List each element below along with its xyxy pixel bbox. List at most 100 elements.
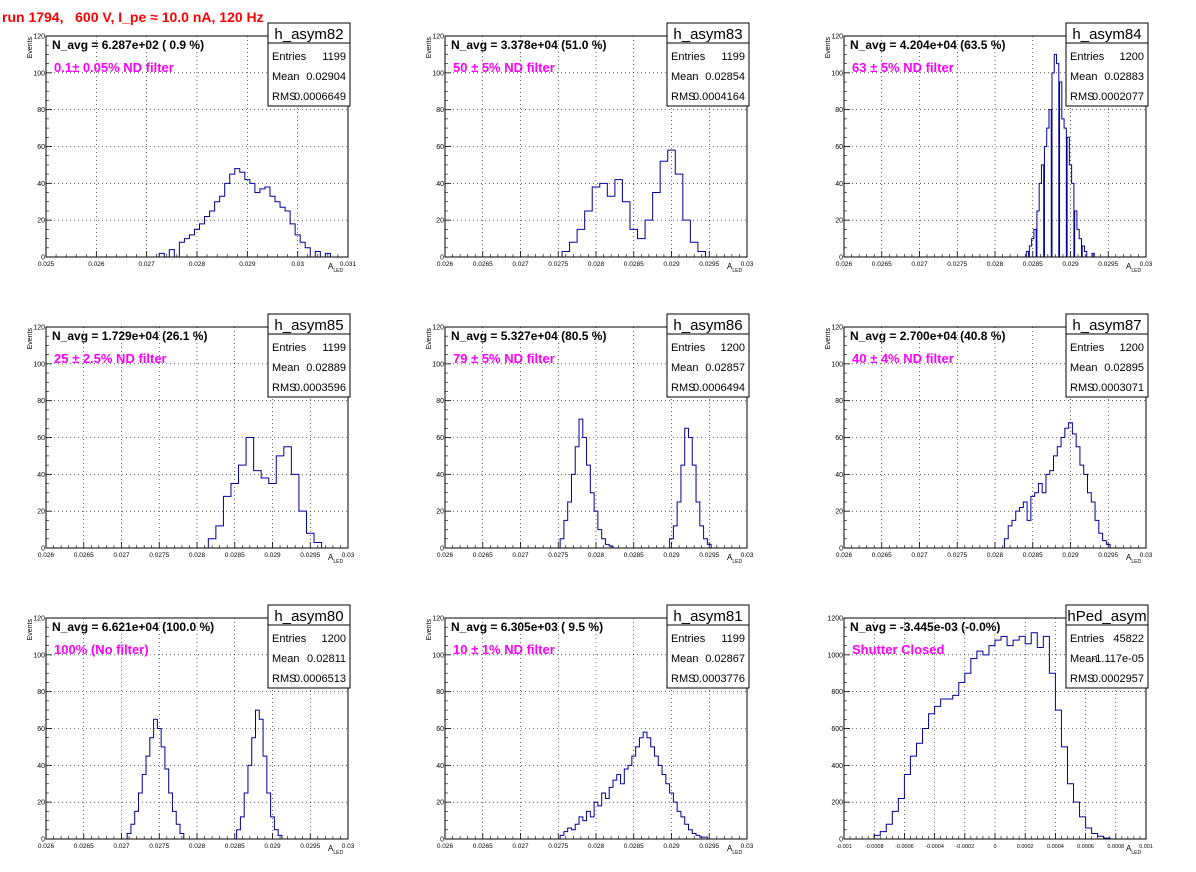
x-tick-label: 0.0265 xyxy=(473,843,493,850)
stats-label: RMS xyxy=(671,673,695,685)
x-tick-label: 0.028 xyxy=(588,843,605,850)
x-tick-label: 0.0295 xyxy=(300,552,320,559)
x-tick-label: -0.001 xyxy=(836,844,852,850)
y-tick-label: 120 xyxy=(33,616,45,623)
y-tick-label: 40 xyxy=(37,472,45,479)
y-tick-label: 100 xyxy=(432,361,444,368)
x-tick-label: 0.026 xyxy=(437,552,454,559)
histogram-name: h_asym80 xyxy=(274,608,343,625)
x-tick-label: 0.029 xyxy=(264,843,281,850)
n-avg-annotation: N_avg = 2.700e+04 (40.8 %) xyxy=(850,329,1005,343)
x-tick-label: 0.028 xyxy=(189,843,206,850)
run-title: run 1794, 600 V, I_pe ≈ 10.0 nA, 120 Hz xyxy=(2,9,264,25)
x-tick-label: 0.0275 xyxy=(548,843,568,850)
stats-label: Mean xyxy=(272,362,300,374)
y-tick-label: 0 xyxy=(839,546,843,553)
stats-value: 0.02854 xyxy=(705,71,745,83)
x-tick-label: 0.0265 xyxy=(473,261,493,268)
stats-label: Mean xyxy=(1070,71,1098,83)
stats-label: Mean xyxy=(1070,653,1098,665)
x-tick-label: 0.029 xyxy=(1062,261,1079,268)
y-tick-label: 40 xyxy=(835,472,843,479)
stats-value: 0.0002957 xyxy=(1092,673,1144,685)
x-tick-label: 0.028 xyxy=(987,261,1004,268)
y-tick-label: 120 xyxy=(33,325,45,332)
x-tick-label: 0.03 xyxy=(291,261,304,268)
y-axis-title: Events xyxy=(27,619,34,641)
x-tick-label: 0.029 xyxy=(1062,552,1079,559)
histogram-panel: -0.001 -0.0008 -0.0006 -0.0004 -0.0002 0 0.000… xyxy=(827,604,1153,856)
x-tick-label: 0.0265 xyxy=(872,261,892,268)
x-tick-label: 0.027 xyxy=(113,843,130,850)
y-tick-label: 1000 xyxy=(827,652,843,659)
y-tick-label: 80 xyxy=(835,107,843,114)
y-tick-label: 40 xyxy=(835,181,843,188)
histogram-name: h_asym81 xyxy=(673,608,742,625)
histogram-panel: 0.026 0.0265 0.027 0.0275 0.028 0.0285 0.029 0.… xyxy=(426,22,754,274)
x-tick-label: 0.026 xyxy=(38,843,55,850)
x-tick-label: 0.0275 xyxy=(548,552,568,559)
y-tick-label: 20 xyxy=(436,509,444,516)
x-tick-label: 0.0295 xyxy=(699,843,719,850)
y-tick-label: 80 xyxy=(436,689,444,696)
x-tick-label: 0.029 xyxy=(239,261,256,268)
x-tick-label: 0.0285 xyxy=(225,843,245,850)
y-tick-label: 800 xyxy=(831,689,843,696)
y-tick-label: 60 xyxy=(37,144,45,151)
histogram-bars xyxy=(207,437,323,548)
y-tick-label: 60 xyxy=(436,435,444,442)
x-tick-label: -0.0008 xyxy=(865,844,884,850)
stats-value: 0.02857 xyxy=(705,362,745,374)
stats-label: Entries xyxy=(1070,633,1105,645)
y-tick-label: 100 xyxy=(831,361,843,368)
y-tick-label: 200 xyxy=(831,800,843,807)
y-tick-label: 100 xyxy=(33,652,45,659)
stats-box xyxy=(666,604,750,689)
y-tick-label: 40 xyxy=(37,763,45,770)
n-avg-annotation: N_avg = 6.621e+04 (100.0 %) xyxy=(52,620,214,634)
stats-box xyxy=(1065,604,1149,689)
histogram-name: h_asym85 xyxy=(274,317,343,334)
stats-label: RMS xyxy=(1070,91,1094,103)
x-tick-label: 0.028 xyxy=(588,552,605,559)
x-tick-label: 0.029 xyxy=(264,552,281,559)
x-tick-label: 0.0295 xyxy=(699,261,719,268)
histogram-panel: 0.026 0.0265 0.027 0.0275 0.028 0.0285 0.029 0.… xyxy=(825,22,1153,274)
stats-value: 0.0006649 xyxy=(294,91,346,103)
y-tick-label: 60 xyxy=(37,435,45,442)
x-tick-label: 0.0275 xyxy=(149,843,169,850)
y-tick-label: 80 xyxy=(436,107,444,114)
x-tick-label: 0.028 xyxy=(189,552,206,559)
n-avg-annotation: N_avg = 1.729e+04 (26.1 %) xyxy=(52,329,207,343)
histogram-panel: 0.026 0.0265 0.027 0.0275 0.028 0.0285 0.029 0.… xyxy=(426,313,754,565)
y-tick-label: 0 xyxy=(440,255,444,262)
filter-label: Shutter Closed xyxy=(852,642,945,657)
x-tick-label: 0.027 xyxy=(512,261,529,268)
stats-label: Entries xyxy=(671,51,706,63)
y-tick-label: 100 xyxy=(831,70,843,77)
x-tick-label: -0.0004 xyxy=(925,844,944,850)
histogram-bars xyxy=(559,731,708,839)
x-tick-label: 0.027 xyxy=(512,552,529,559)
y-tick-label: 120 xyxy=(432,325,444,332)
x-tick-label: 0.028 xyxy=(987,552,1004,559)
histogram-name: h_asym84 xyxy=(1072,26,1141,43)
stats-box xyxy=(267,313,351,398)
x-tick-label: 0.029 xyxy=(663,843,680,850)
x-tick-label: 0.025 xyxy=(38,261,55,268)
y-tick-label: 60 xyxy=(436,726,444,733)
x-tick-label: 0.0008 xyxy=(1107,844,1124,850)
x-tick-label: 0 xyxy=(993,844,996,850)
stats-value: 0.0006513 xyxy=(294,673,346,685)
stats-value: 1199 xyxy=(721,51,745,63)
y-tick-label: 40 xyxy=(436,472,444,479)
x-tick-label: 0.031 xyxy=(340,261,357,268)
y-axis-title: Events xyxy=(27,328,34,350)
y-axis-title: Events xyxy=(426,619,433,641)
stats-value: 1199 xyxy=(322,342,346,354)
stats-value: 1200 xyxy=(1120,342,1144,354)
stats-value: 0.02895 xyxy=(1104,362,1144,374)
stats-value: 0.0003776 xyxy=(693,673,745,685)
stats-label: Entries xyxy=(671,633,706,645)
stats-value: 0.02889 xyxy=(306,362,346,374)
